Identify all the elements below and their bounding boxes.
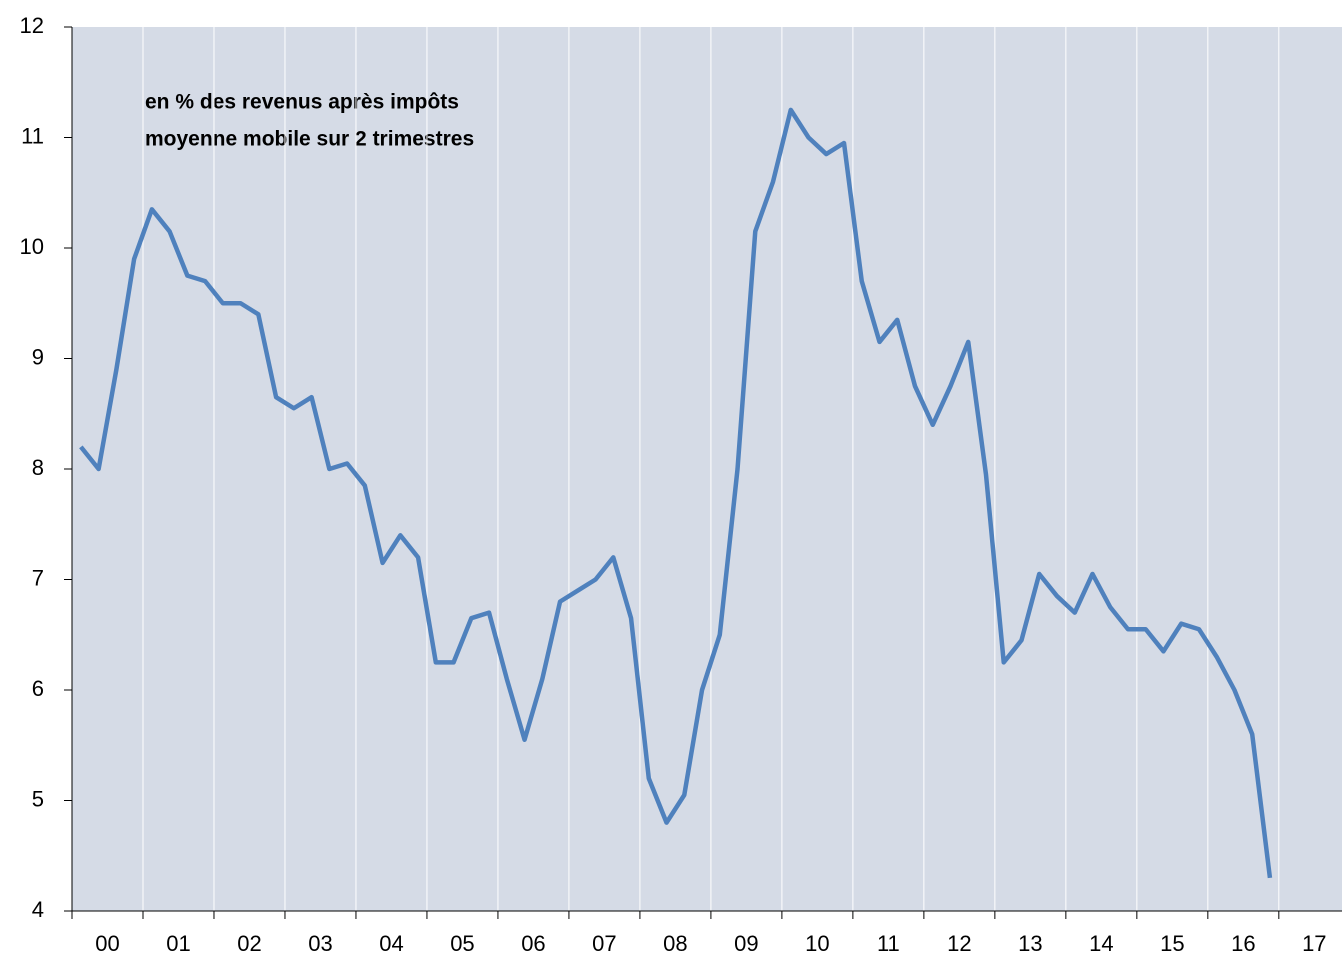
x-tick-label: 10 — [805, 931, 829, 956]
x-tick-label: 09 — [734, 931, 758, 956]
x-tick-label: 11 — [877, 931, 900, 956]
x-tick-label: 01 — [166, 931, 190, 956]
x-tick-label: 05 — [450, 931, 474, 956]
y-tick-label: 11 — [21, 123, 44, 148]
x-tick-label: 06 — [521, 931, 545, 956]
y-tick-label: 10 — [20, 234, 44, 259]
plot-area — [72, 27, 1342, 911]
x-tick-label: 14 — [1089, 931, 1113, 956]
y-tick-label: 12 — [20, 13, 44, 38]
y-tick-label: 9 — [32, 344, 44, 369]
x-tick-label: 16 — [1231, 931, 1255, 956]
y-tick-label: 4 — [32, 897, 44, 922]
y-tick-label: 6 — [32, 676, 44, 701]
x-tick-label: 02 — [237, 931, 261, 956]
x-tick-label: 00 — [95, 931, 119, 956]
annotation: en % des revenus après impôts — [145, 91, 459, 114]
x-tick-label: 03 — [308, 931, 332, 956]
x-tick-label: 15 — [1160, 931, 1184, 956]
annotation: moyenne mobile sur 2 trimestres — [145, 128, 474, 151]
x-tick-label: 08 — [663, 931, 687, 956]
x-tick-label: 12 — [947, 931, 971, 956]
x-tick-label: 04 — [379, 931, 403, 956]
x-tick-label: 07 — [592, 931, 616, 956]
x-tick-label: 17 — [1302, 931, 1326, 956]
y-tick-label: 5 — [32, 786, 44, 811]
data-line — [79, 107, 1273, 879]
y-tick-label: 8 — [32, 455, 44, 480]
y-tick-label: 7 — [32, 565, 44, 590]
x-tick-label: 13 — [1018, 931, 1042, 956]
